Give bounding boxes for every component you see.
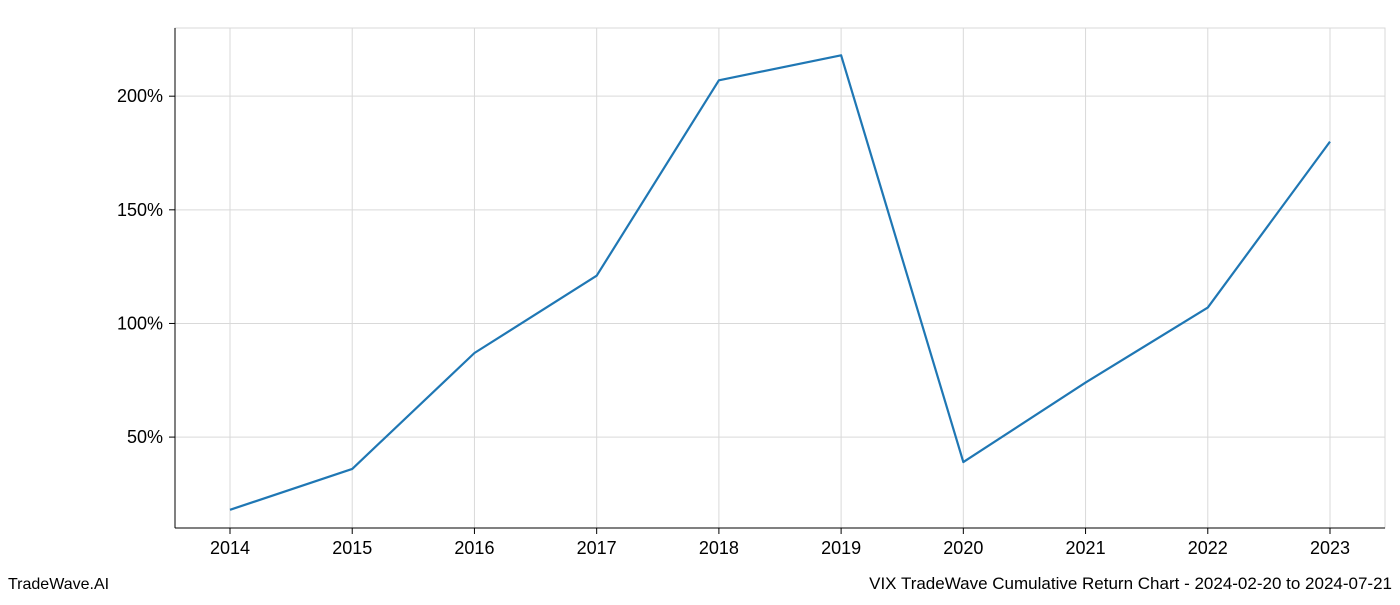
x-tick-label: 2019 bbox=[821, 538, 861, 558]
footer-caption: VIX TradeWave Cumulative Return Chart - … bbox=[869, 574, 1392, 594]
x-tick-label: 2023 bbox=[1310, 538, 1350, 558]
x-tick-label: 2017 bbox=[577, 538, 617, 558]
x-tick-label: 2021 bbox=[1066, 538, 1106, 558]
plot-border bbox=[175, 28, 1385, 528]
chart-container: 2014 2015 2016 2017 2018 2019 2020 2021 2022 2023… bbox=[0, 0, 1400, 600]
x-tick-label: 2022 bbox=[1188, 538, 1228, 558]
footer-brand: TradeWave.AI bbox=[8, 576, 109, 594]
data-line bbox=[230, 55, 1330, 510]
y-tick-label: 200% bbox=[117, 86, 163, 106]
line-chart-svg: 2014 2015 2016 2017 2018 2019 2020 2021 2022 2023… bbox=[0, 0, 1400, 600]
x-tick-label: 2016 bbox=[454, 538, 494, 558]
x-tick-label: 2015 bbox=[332, 538, 372, 558]
y-tick-label: 50% bbox=[127, 427, 163, 447]
x-tick-label: 2020 bbox=[943, 538, 983, 558]
y-tick-label: 150% bbox=[117, 200, 163, 220]
y-tick-label: 100% bbox=[117, 313, 163, 333]
x-tick-label: 2014 bbox=[210, 538, 250, 558]
x-tick-label: 2018 bbox=[699, 538, 739, 558]
